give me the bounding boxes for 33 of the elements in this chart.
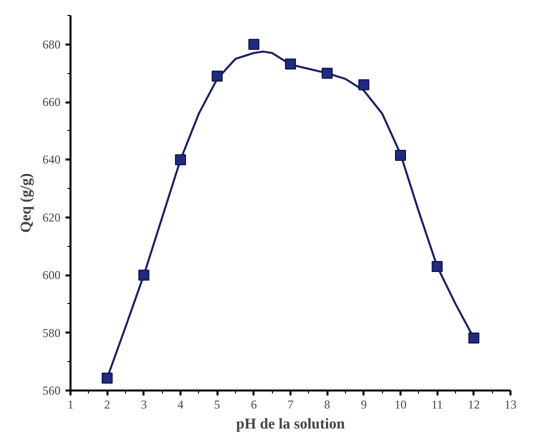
x-tick-label: 10 [394, 398, 406, 412]
y-tick-label: 640 [42, 152, 60, 167]
point [212, 70, 223, 82]
x-tick-label: 5 [214, 398, 220, 412]
y-tick-label: 680 [42, 37, 60, 52]
point [175, 154, 186, 166]
point [322, 68, 333, 79]
x-tick-label: 3 [140, 398, 147, 412]
y-tick-label: 600 [42, 268, 60, 282]
x-tick-label: 12 [468, 398, 480, 412]
y-tick-label: 560 [42, 384, 60, 398]
x-tick-label: 9 [360, 398, 367, 412]
x-tick-label: 13 [504, 398, 516, 412]
y-tick-label: 580 [42, 326, 60, 340]
x-axis-title: pH de la solution [236, 416, 346, 432]
point [395, 150, 406, 161]
point [468, 332, 480, 344]
point [248, 38, 260, 50]
point [138, 270, 150, 281]
y-axis-title: Qeq (g/g) [18, 173, 34, 233]
x-tick-label: 6 [250, 398, 257, 412]
point [358, 79, 370, 90]
x-tick-label: 2 [104, 398, 110, 412]
x-tick-label: 11 [431, 398, 443, 412]
point [102, 372, 113, 384]
point [285, 58, 296, 70]
y-tick-label: 620 [42, 210, 60, 224]
x-tick-label: 8 [324, 398, 330, 412]
y-tick-label: 660 [42, 95, 60, 110]
x-tick-label: 1 [68, 398, 74, 412]
x-tick-label: 7 [288, 398, 294, 412]
point [432, 260, 443, 272]
x-tick-label: 4 [178, 398, 184, 412]
